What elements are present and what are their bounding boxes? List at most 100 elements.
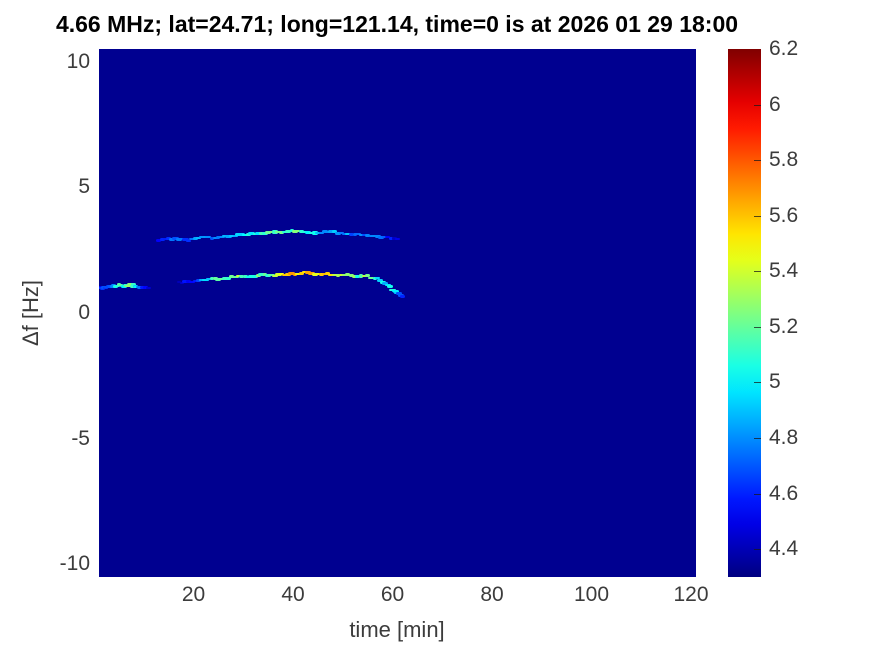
colorbar-tick <box>754 549 761 551</box>
y-tick-label: 10 <box>66 49 90 73</box>
spectral-trace-dash <box>265 230 272 234</box>
spectral-trace-dash <box>361 233 368 237</box>
spectral-trace-dash <box>245 233 251 237</box>
colorbar-tick <box>754 104 761 106</box>
spectral-trace-dash <box>202 278 209 282</box>
spectral-trace-dash <box>345 273 351 276</box>
spectral-trace-dash <box>325 272 331 276</box>
spectral-trace-dash <box>179 281 185 285</box>
spectral-trace-dash <box>289 229 294 233</box>
spectral-trace-dash <box>212 236 218 240</box>
spectral-trace-dash <box>315 231 321 235</box>
spectral-trace-dash <box>381 235 388 239</box>
x-tick-label: 100 <box>573 583 610 606</box>
spectral-trace-dash <box>392 237 397 240</box>
spectral-trace-dash <box>225 234 232 238</box>
spectral-trace-dash <box>255 231 262 235</box>
spectral-trace-dash <box>368 276 375 279</box>
spectral-trace-dash <box>342 273 348 277</box>
spectral-trace-dash <box>179 237 185 240</box>
spectral-trace-dash <box>131 283 137 286</box>
spectral-trace-dash <box>225 276 231 280</box>
spectral-trace-dash <box>309 232 314 235</box>
colorbar-tick-label: 5.4 <box>769 259 799 283</box>
colorbar-tick <box>754 271 761 273</box>
spectral-trace-dash <box>258 273 265 277</box>
y-tick-label: -5 <box>71 426 90 450</box>
spectral-trace-dash <box>399 295 405 298</box>
colorbar-tick-label: 5.8 <box>769 148 799 172</box>
spectral-trace-dash <box>130 284 135 288</box>
spectral-trace-dash <box>359 274 364 278</box>
spectral-trace-dash <box>334 231 341 235</box>
spectral-trace-dash <box>115 284 120 288</box>
spectral-trace-dash <box>239 274 245 278</box>
spectral-trace-dash <box>319 231 324 235</box>
spectral-trace-dash <box>395 237 400 241</box>
spectral-trace-dash <box>275 231 282 234</box>
spectral-trace-dash <box>311 231 319 235</box>
spectral-trace-dash <box>176 281 181 284</box>
spectral-trace-dash <box>175 237 182 241</box>
spectral-trace-dash <box>246 275 251 279</box>
spectral-trace-dash <box>156 239 162 242</box>
colorbar-tick <box>754 160 761 162</box>
spectral-trace-dash <box>278 273 285 276</box>
colorbar-tick-label: 5.2 <box>769 314 799 338</box>
spectral-trace-dash <box>274 273 282 276</box>
y-tick-label: 0 <box>78 301 90 324</box>
spectral-trace-dash <box>268 230 275 234</box>
spectral-trace-dash <box>199 278 205 282</box>
spectral-trace-dash <box>209 236 215 240</box>
spectral-trace-dash <box>355 275 361 278</box>
spectral-trace-dash <box>182 237 189 241</box>
spectral-trace-dash <box>328 230 335 233</box>
spectral-trace-dash <box>248 275 256 278</box>
y-axis-label: Δf [Hz] <box>18 279 43 347</box>
spectral-trace-dash <box>205 236 212 239</box>
spectral-trace-dash <box>232 276 239 279</box>
colorbar-tick-label: 4.8 <box>769 426 799 450</box>
spectral-trace-dash <box>331 273 339 276</box>
spectral-trace-dash <box>374 234 381 238</box>
spectral-trace-dash <box>186 239 191 242</box>
spectral-trace-dash <box>172 237 179 241</box>
colorbar-tick <box>754 493 761 495</box>
spectral-trace-dash <box>252 275 259 278</box>
spectral-trace-dash <box>232 234 238 237</box>
spectral-trace-dash <box>315 272 321 276</box>
spectral-trace-dash <box>311 272 319 276</box>
spectral-trace-dash <box>242 233 249 237</box>
spectral-trace-dash <box>229 275 235 278</box>
spectral-trace-dash <box>242 275 248 278</box>
spectral-trace-dash <box>209 277 215 281</box>
spectral-trace-dash <box>229 234 235 238</box>
colorbar-tick <box>754 438 761 440</box>
spectral-trace-dash <box>295 229 301 232</box>
spectral-trace-dash <box>189 280 195 284</box>
x-axis-label: time [min] <box>349 617 445 642</box>
spectral-trace-dash <box>163 237 169 241</box>
spectral-trace-dash <box>215 277 222 281</box>
spectral-trace-dash <box>272 274 279 278</box>
plot-title: 4.66 MHz; lat=24.71; long=121.14, time=0… <box>55 11 739 37</box>
spectral-trace-dash <box>265 274 272 278</box>
spectral-trace-dash <box>318 272 325 276</box>
spectral-trace-dash <box>288 272 295 275</box>
spectral-trace-dash <box>222 277 229 281</box>
spectral-trace-dash <box>377 279 384 282</box>
spectral-trace-dash <box>364 233 371 237</box>
colorbar-tick-label: 5 <box>769 370 781 394</box>
spectral-trace-dash <box>291 229 299 233</box>
spectral-trace-dash <box>338 232 344 235</box>
spectral-trace-dash <box>305 271 311 274</box>
spectral-trace-dash <box>218 236 226 239</box>
colorbar-tick-label: 4.6 <box>769 481 799 505</box>
spectral-trace-dash <box>299 229 304 233</box>
spectral-trace-dash <box>238 233 245 236</box>
spectral-trace-dash <box>344 233 351 236</box>
colorbar-tick <box>754 382 761 384</box>
spectrogram-plot-area <box>99 49 696 577</box>
x-tick-label: 80 <box>480 583 504 606</box>
